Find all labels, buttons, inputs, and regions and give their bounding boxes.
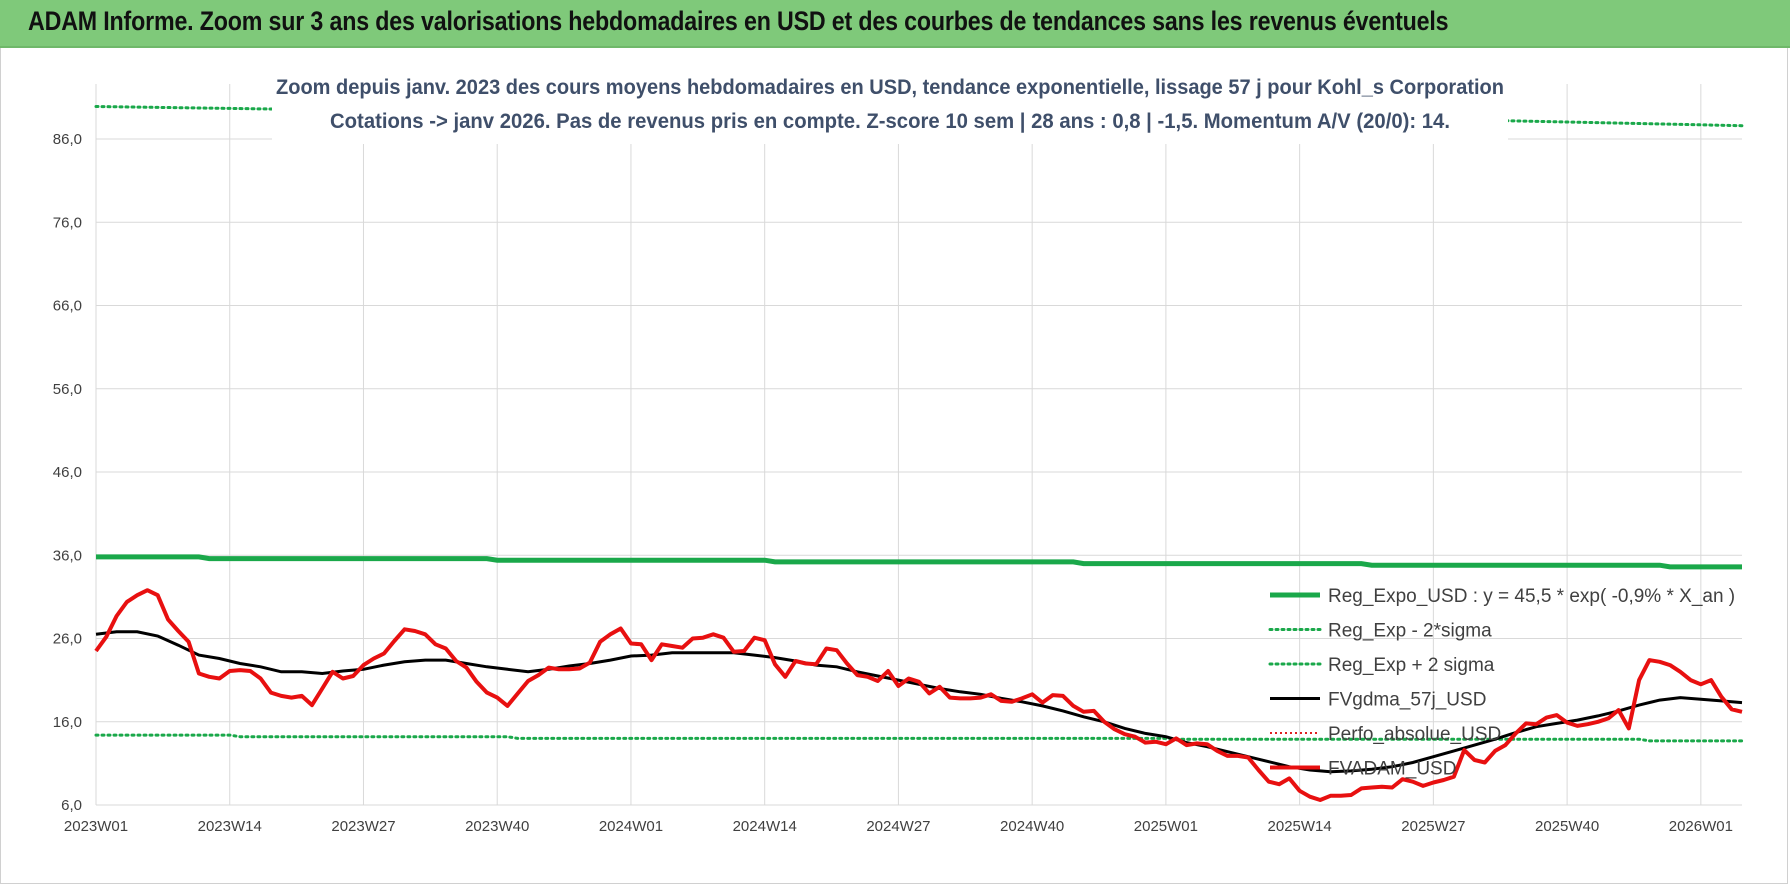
y-tick-label: 86,0 (53, 131, 82, 148)
x-tick-label: 2025W01 (1134, 818, 1198, 835)
x-tick-label: 2026W01 (1669, 818, 1733, 835)
y-tick-label: 66,0 (53, 298, 82, 315)
x-tick-label: 2023W14 (198, 818, 262, 835)
x-tick-label: 2025W40 (1535, 818, 1599, 835)
title-backdrop (272, 64, 1508, 144)
x-tick-label: 2023W27 (331, 818, 395, 835)
y-tick-label: 76,0 (53, 214, 82, 231)
x-tick-label: 2025W27 (1401, 818, 1465, 835)
y-tick-label: 46,0 (53, 464, 82, 481)
legend-label: Reg_Expo_USD : y = 45,5 * exp( -0,9% * X… (1328, 586, 1735, 607)
x-tick-label: 2023W40 (465, 818, 529, 835)
fvadam-line (94, 588, 1743, 802)
y-tick-label: 6,0 (61, 797, 82, 814)
y-tick-label: 56,0 (53, 381, 82, 398)
x-tick-label: 2024W40 (1000, 818, 1064, 835)
x-tick-label: 2025W14 (1268, 818, 1332, 835)
y-tick-label: 16,0 (53, 714, 82, 731)
legend-label: Reg_Exp + 2 sigma (1328, 655, 1495, 676)
legend-label: Reg_Exp - 2*sigma (1328, 621, 1492, 642)
report-banner: ADAM Informe. Zoom sur 3 ans des valoris… (0, 0, 1790, 48)
legend: Reg_Expo_USD : y = 45,5 * exp( -0,9% * X… (1268, 586, 1735, 780)
x-tick-label: 2024W27 (866, 818, 930, 835)
y-tick-label: 26,0 (53, 631, 82, 648)
legend-label: FVADAM_USD (1328, 759, 1456, 780)
series-lines (94, 105, 1744, 802)
grid (95, 84, 1742, 806)
y-axis-ticks: 86,0 76,0 66,0 56,0 46,0 36,0 26,0 16,0 6,0 (53, 131, 82, 814)
reg-expo-line (96, 554, 1742, 570)
legend-label: Perfo_absolue_USD (1328, 724, 1501, 745)
x-tick-label: 2024W01 (599, 818, 663, 835)
y-tick-label: 36,0 (53, 547, 82, 564)
chart-title: Zoom depuis janv. 2023 des cours moyens … (276, 76, 1504, 99)
x-tick-label: 2024W14 (733, 818, 797, 835)
x-axis-ticks: 2023W01 2023W14 2023W27 2023W40 2024W01 2024W… (64, 818, 1733, 835)
report-title: ADAM Informe. Zoom sur 3 ans des valoris… (28, 6, 1449, 36)
x-tick-label: 2023W01 (64, 818, 128, 835)
chart-subtitle: Cotations -> janv 2026. Pas de revenus p… (330, 110, 1450, 133)
sigma-minus-line (94, 733, 1744, 743)
legend-label: FVgdma_57j_USD (1328, 690, 1486, 711)
